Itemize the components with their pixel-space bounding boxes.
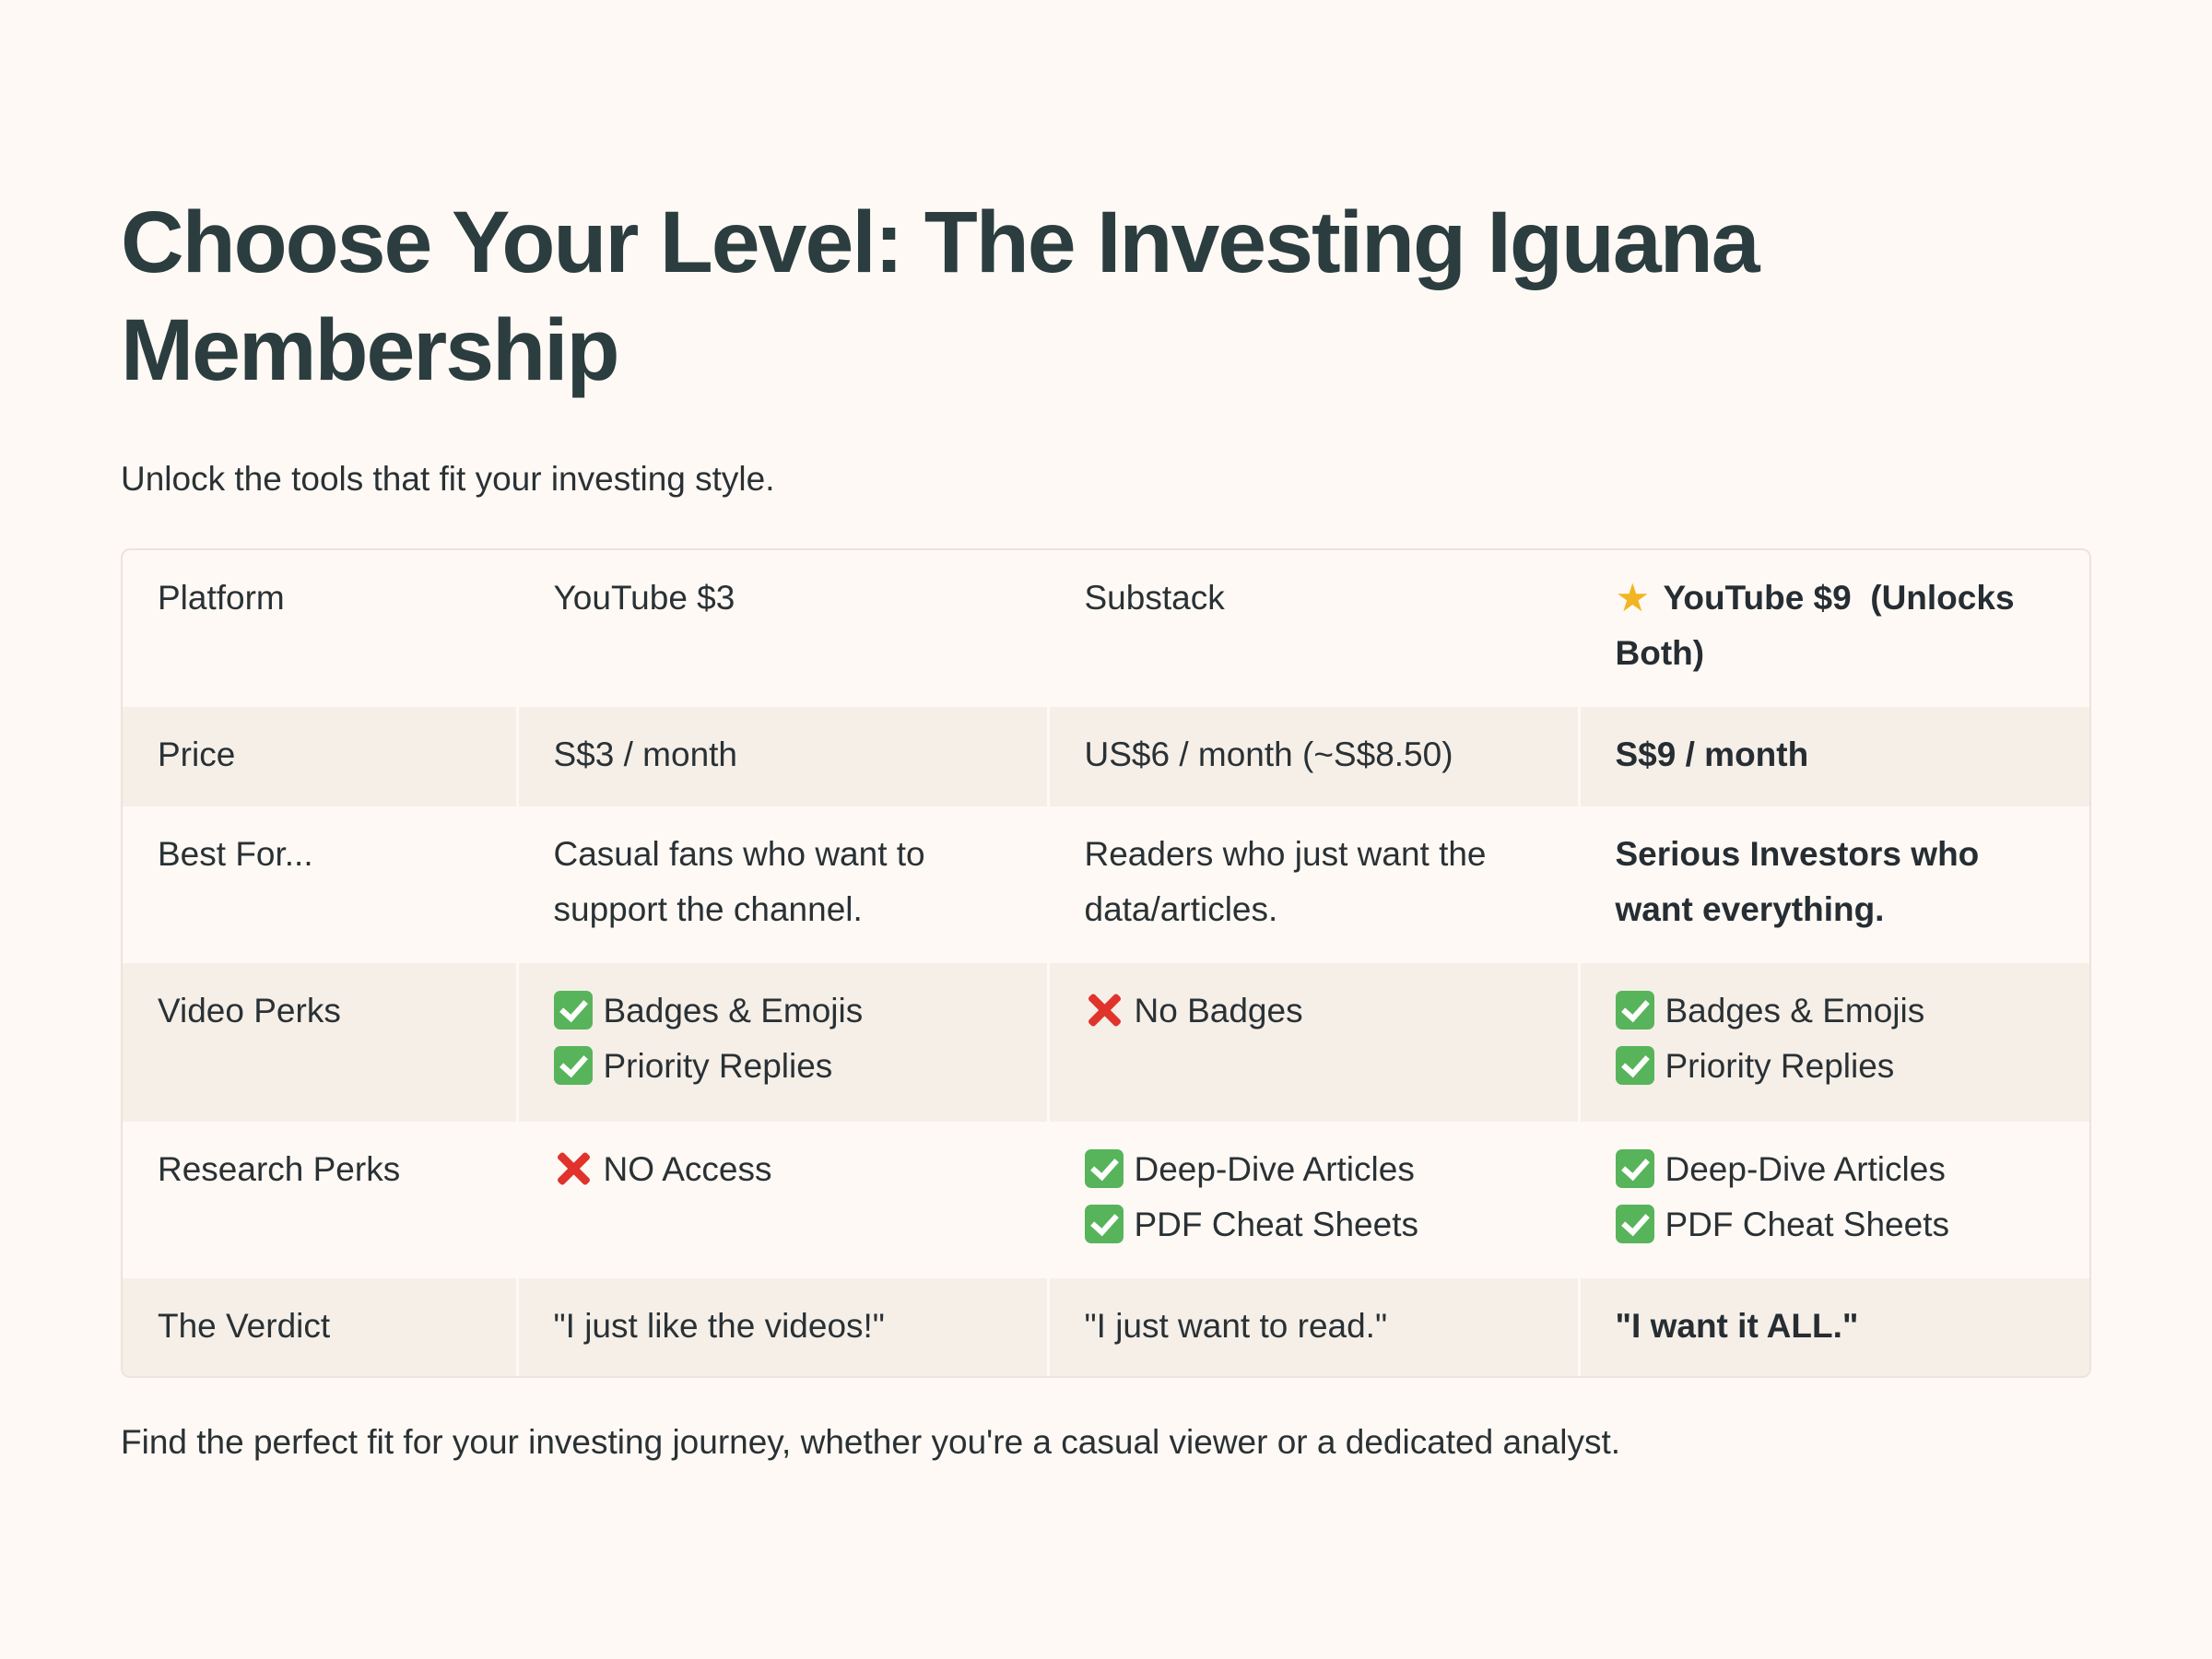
header-youtube-9-label: YouTube $9 (Unlocks Both): [1615, 579, 2024, 672]
check-icon: [1084, 1205, 1124, 1243]
page-title: Choose Your Level: The Investing Iguana …: [121, 194, 1760, 399]
table-row-verdict: The Verdict "I just like the videos!" "I…: [123, 1278, 2089, 1376]
perk-text: PDF Cheat Sheets: [1665, 1206, 1949, 1243]
check-icon: [1084, 1149, 1124, 1188]
cross-icon: [554, 1149, 593, 1188]
row-label-best-for: Best For...: [123, 806, 519, 963]
table-header-row: Platform YouTube $3 Substack ★ YouTube $9…: [123, 550, 2089, 707]
price-substack: US$6 / month (~S$8.50): [1048, 707, 1581, 806]
perk-text: Deep-Dive Articles: [1665, 1150, 1946, 1188]
perk-item: Badges & Emojis: [1615, 983, 2055, 1039]
row-label-research-perks: Research Perks: [123, 1122, 519, 1278]
check-icon: [1615, 1205, 1654, 1243]
table-row-best-for: Best For... Casual fans who want to supp…: [123, 806, 2089, 963]
perk-item: Priority Replies: [553, 1039, 1012, 1094]
header-platform: Platform: [123, 550, 519, 707]
verdict-youtube-9: "I want it ALL.": [1579, 1278, 2089, 1376]
best-for-youtube-9: Serious Investors who want everything.: [1615, 835, 1980, 928]
perk-text: No Badges: [1134, 992, 1303, 1030]
cross-icon: [1085, 991, 1124, 1030]
table-row-research-perks: Research Perks NO Access Deep-Dive Artic…: [123, 1122, 2089, 1278]
table-row-price: Price S$3 / month US$6 / month (~S$8.50)…: [123, 707, 2089, 806]
perk-item: PDF Cheat Sheets: [1615, 1197, 2055, 1253]
header-youtube-9: ★ YouTube $9 (Unlocks Both): [1579, 550, 2089, 707]
perk-item: Priority Replies: [1615, 1039, 2055, 1094]
header-substack: Substack: [1048, 550, 1581, 707]
perk-text: Priority Replies: [603, 1047, 833, 1085]
best-for-youtube-3: Casual fans who want to support the chan…: [517, 806, 1050, 963]
star-icon: ★: [1615, 575, 1651, 620]
check-icon: [1615, 991, 1654, 1030]
verdict-youtube-3: "I just like the videos!": [517, 1278, 1050, 1376]
perk-text: PDF Cheat Sheets: [1134, 1206, 1418, 1243]
perk-item: No Badges: [1085, 983, 1543, 1039]
check-icon: [553, 991, 593, 1030]
video-perks-youtube-9: Badges & Emojis Priority Replies: [1579, 963, 2089, 1122]
page-subtitle: Unlock the tools that fit your investing…: [121, 460, 775, 498]
price-youtube-9: S$9 / month: [1579, 707, 2089, 806]
video-perks-substack: No Badges: [1048, 963, 1581, 1122]
perk-item: PDF Cheat Sheets: [1084, 1197, 1543, 1253]
table-row-video-perks: Video Perks Badges & Emojis Priority Rep…: [123, 963, 2089, 1122]
page-content: Choose Your Level: The Investing Iguana …: [121, 189, 2091, 1461]
verdict-substack: "I just want to read.": [1048, 1278, 1581, 1376]
row-label-video-perks: Video Perks: [123, 963, 519, 1122]
video-perks-youtube-3: Badges & Emojis Priority Replies: [517, 963, 1050, 1122]
perk-item: Deep-Dive Articles: [1084, 1142, 1543, 1197]
perk-text: Badges & Emojis: [603, 992, 864, 1030]
comparison-table: Platform YouTube $3 Substack ★ YouTube $9…: [121, 548, 2091, 1378]
price-youtube-3: S$3 / month: [517, 707, 1050, 806]
footer-text: Find the perfect fit for your investing …: [121, 1423, 1621, 1461]
perk-text: NO Access: [603, 1150, 772, 1188]
research-perks-youtube-3: NO Access: [517, 1122, 1050, 1278]
perk-item: Badges & Emojis: [553, 983, 1012, 1039]
header-youtube-3: YouTube $3: [517, 550, 1050, 707]
perk-item: NO Access: [554, 1142, 1012, 1197]
research-perks-substack: Deep-Dive Articles PDF Cheat Sheets: [1048, 1122, 1581, 1278]
check-icon: [553, 1046, 593, 1085]
perk-text: Priority Replies: [1665, 1047, 1895, 1085]
row-label-price: Price: [123, 707, 519, 806]
check-icon: [1615, 1149, 1654, 1188]
best-for-substack: Readers who just want the data/articles.: [1048, 806, 1581, 963]
perk-item: Deep-Dive Articles: [1615, 1142, 2055, 1197]
check-icon: [1615, 1046, 1654, 1085]
research-perks-youtube-9: Deep-Dive Articles PDF Cheat Sheets: [1579, 1122, 2089, 1278]
row-label-verdict: The Verdict: [123, 1278, 519, 1376]
perk-text: Badges & Emojis: [1665, 992, 1925, 1030]
perk-text: Deep-Dive Articles: [1134, 1150, 1415, 1188]
